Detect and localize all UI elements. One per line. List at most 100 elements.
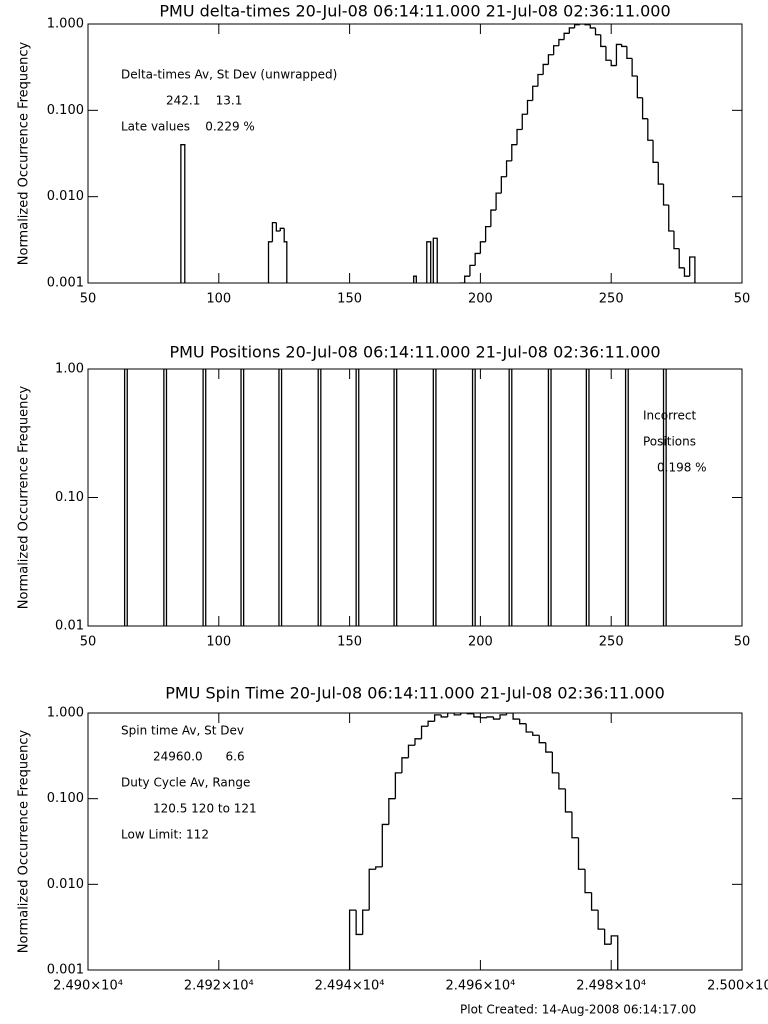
histogram-bin [673,231,680,250]
histogram-bin [568,27,575,34]
histogram-bin [584,869,592,894]
y-axis-label: Normalized Occurrence Frequency [17,41,32,265]
y-tick-label: 1.000 [47,17,84,32]
x-tick-label: 50 [734,292,751,307]
histogram-bin [432,369,437,626]
y-tick-label: 0.10 [55,490,84,505]
x-tick-label: 150 [337,635,362,650]
y-axis-label: Normalized Occurrence Frequency [17,385,32,609]
histogram-bin [558,772,566,790]
annotation: Delta-times Av, St Dev (unwrapped) [121,68,337,82]
histogram-bin [413,275,417,283]
annotation: Late values 0.229 % [121,120,255,134]
y-tick-label: 0.01 [55,619,84,634]
y-tick-label: 0.100 [47,103,84,118]
histogram-bin [589,24,596,29]
histogram-bin [564,788,572,813]
histogram-bin [585,369,590,626]
histogram-bin [420,725,429,739]
histogram-bin [348,909,357,970]
histogram-bin [545,742,553,753]
histogram-bin [471,369,476,626]
histogram-bin [279,227,285,232]
x-tick-label: 100 [206,292,231,307]
histogram-bin [525,723,533,733]
histogram-bin [453,713,461,716]
histogram-bin [275,222,281,232]
histogram-bin [283,228,288,283]
histogram-bin [537,73,544,87]
histogram-bin [558,38,565,46]
x-tick-label: 50 [734,635,751,650]
x-tick-label: 2.494×10⁴ [315,979,385,994]
x-tick-label: 200 [468,292,493,307]
histogram-bin [466,713,474,715]
histogram-bin [492,716,501,720]
histogram-bin [610,935,619,970]
histogram-bin [621,44,627,48]
histogram-bin [652,140,659,163]
histogram-bin [447,713,455,717]
y-tick-label: 1.00 [55,362,84,377]
x-tick-label: 150 [337,292,362,307]
histogram-bin [547,369,552,626]
histogram-bin [355,910,363,936]
annotation: Low Limit: 112 [121,828,209,842]
x-tick-label: 250 [599,635,624,650]
histogram-bin [464,275,470,283]
annotation: Positions [643,435,696,449]
histogram-bin [440,714,448,718]
histogram-bin [547,54,554,65]
histogram-bin [278,369,283,626]
x-tick-label: 2.496×10⁴ [445,979,515,994]
histogram-bin [600,34,606,48]
histogram-bin [526,99,533,115]
annotation: Spin time Av, St Dev [121,724,244,738]
histogram [123,369,667,626]
x-tick-label: 50 [80,292,97,307]
histogram-bin [271,222,277,242]
histogram-bin [532,732,540,736]
histogram-bin [240,369,245,626]
annotation: Duty Cycle Av, Range [121,776,250,790]
histogram-bin [479,241,486,254]
histogram-bin [375,866,383,870]
histogram-bin [511,144,518,161]
histogram-bin [123,369,128,626]
histogram-bin [500,176,507,194]
histogram-bin [469,264,476,277]
histogram-bin [407,744,415,758]
histogram-bin [641,97,648,120]
histogram-bin [486,716,494,718]
histogram-bin [571,811,579,839]
histogram-bin [610,60,617,67]
annotation: 24960.0 6.6 [153,750,245,764]
histogram-bin [573,24,580,28]
histogram-bin [499,714,507,720]
histogram-bin [394,772,402,799]
chart-panel: PMU Spin Time 20-Jul-08 06:14:11.000 21-… [17,684,768,994]
y-tick-label: 1.000 [47,706,84,721]
y-tick-label: 0.010 [47,189,84,204]
x-tick-label: 2.500×10⁴ [707,979,768,994]
histogram-bin [495,192,502,211]
y-tick-label: 0.001 [47,276,84,291]
histogram-bin [474,252,481,266]
plot-frame [87,712,743,971]
histogram-bin [604,929,612,945]
histogram-bin [317,369,322,626]
histogram-bin [484,225,491,242]
chart-title: PMU delta-times 20-Jul-08 06:14:11.000 2… [159,2,670,21]
histogram-bin [538,735,546,744]
histogram-bin [662,184,669,206]
histogram-bin [668,205,674,232]
histogram-bin [532,85,538,101]
histogram-bin [414,738,422,746]
histogram-bin [427,720,435,727]
histogram-bin [381,823,389,867]
y-axis-label: Normalized Occurrence Frequency [17,729,32,953]
histogram-bin [508,369,513,626]
annotation: 242.1 13.1 [166,94,242,108]
histogram-bin [584,24,591,26]
